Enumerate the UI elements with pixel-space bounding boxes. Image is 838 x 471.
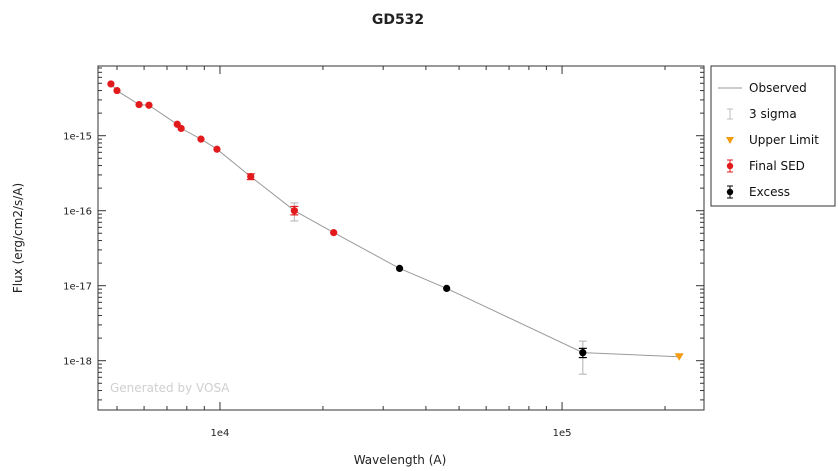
final-sed-point (135, 100, 143, 109)
final-sed-point (290, 207, 298, 215)
final-sed-point (113, 86, 121, 95)
excess-point (579, 349, 587, 357)
legend-label: Upper Limit (749, 133, 819, 147)
chart-title: GD532 (372, 12, 424, 28)
plot-area: 1e4 1e5 1e-15 1e-16 1e-17 1e-18 Generated by … (63, 65, 705, 439)
legend-symbol-dot (726, 188, 734, 196)
upper-limit-point (674, 353, 684, 361)
legend-symbol-triangle (726, 137, 734, 144)
y-tick-label: 1e-18 (63, 357, 92, 368)
legend-label: Observed (749, 81, 807, 95)
final-sed-point (213, 145, 221, 153)
x-axis-label: Wavelength (A) (354, 453, 447, 467)
plot-frame (97, 65, 705, 411)
excess-point (395, 264, 404, 273)
legend-symbol-dot (726, 162, 734, 170)
legend-label: Final SED (749, 159, 805, 173)
x-tick-label: 1e4 (211, 428, 230, 439)
x-tick-label: 1e5 (553, 428, 572, 439)
y-tick-label: 1e-15 (63, 132, 92, 143)
legend-item-final-sed: Final SED (726, 159, 805, 173)
final-sed-point (247, 172, 255, 181)
final-sed-point (107, 80, 115, 88)
legend-label: Excess (749, 185, 790, 199)
data-points (107, 80, 684, 361)
final-sed-point (145, 101, 153, 109)
legend-label: 3 sigma (749, 107, 797, 121)
legend-items: Observed 3 sigma Upper Limit Final SED Exces… (718, 81, 819, 199)
final-sed-point (330, 229, 338, 237)
legend-item-upper-limit: Upper Limit (726, 133, 819, 147)
legend-item-3-sigma: 3 sigma (727, 107, 797, 121)
legend-item-excess: Excess (726, 185, 790, 199)
watermark-text: Generated by VOSA (110, 381, 230, 395)
y-tick-label: 1e-16 (63, 207, 92, 218)
legend: Observed 3 sigma Upper Limit Final SED Exces… (710, 65, 836, 207)
excess-point (443, 284, 451, 293)
y-tick-label: 1e-17 (63, 282, 92, 293)
legend-item-observed: Observed (718, 81, 807, 95)
axis-ticks: 1e4 1e5 1e-15 1e-16 1e-17 1e-18 (63, 66, 704, 439)
final-sed-point (177, 124, 185, 133)
y-axis-label: Flux (erg/cm2/s/A) (11, 183, 25, 293)
legend-box (710, 65, 836, 207)
final-sed-point (197, 135, 205, 143)
